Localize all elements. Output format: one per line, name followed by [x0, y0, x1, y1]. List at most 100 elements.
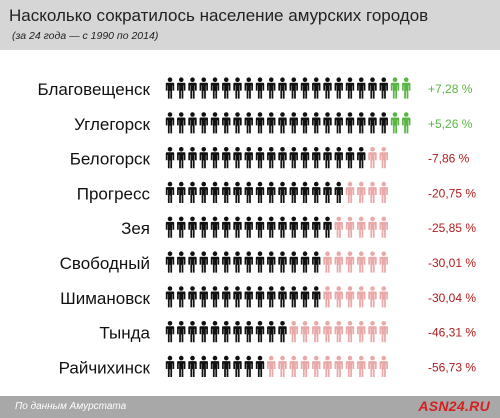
person-icon-base-icon [267, 181, 276, 203]
person-icon-base-icon [188, 112, 197, 134]
pictograph-chart: Благовещенск +7,28 % Углегорск +5,26 % Белог… [38, 77, 476, 377]
person-icon-base-icon [312, 112, 321, 134]
person-icon-loss-icon [345, 286, 355, 308]
person-icon-base-icon [357, 147, 366, 169]
person-icon-loss-icon [357, 321, 366, 343]
person-icon-base-icon [233, 355, 242, 377]
chart-row: Благовещенск +7,28 % [38, 77, 473, 99]
person-icon-base-icon [210, 112, 220, 134]
person-icon-loss-icon [379, 355, 388, 377]
person-icon-base-icon [312, 181, 321, 203]
chart-subtitle: (за 24 года — с 1990 по 2014) [12, 30, 159, 42]
person-icon-base-icon [289, 77, 298, 99]
person-icon-base-icon [255, 216, 265, 238]
chart-row: Зея -25,85 % [121, 216, 476, 238]
person-icon-loss-icon [334, 286, 343, 308]
value-label: -30,04 % [428, 291, 476, 305]
chart-row: Белогорск -7,86 % [70, 147, 470, 169]
person-icon-base-icon [244, 181, 253, 203]
person-icon-base-icon [368, 112, 377, 134]
person-icon-loss-icon [357, 355, 366, 377]
person-icon-loss-icon [334, 251, 343, 273]
person-icon-base-icon [300, 286, 310, 308]
person-icon-base-icon [199, 355, 208, 377]
person-icon-base-icon [289, 112, 298, 134]
person-icon-base-icon [289, 147, 298, 169]
person-icon-base-icon [188, 181, 197, 203]
value-label: -25,85 % [428, 221, 476, 235]
person-icon-base-icon [278, 216, 287, 238]
person-icon-base-icon [244, 321, 253, 343]
category-label: Райчихинск [59, 358, 151, 377]
person-icon-loss-icon [300, 321, 310, 343]
person-icon-base-icon [210, 321, 220, 343]
person-icon-base-icon [300, 216, 310, 238]
person-icon-loss-icon [312, 355, 321, 377]
value-label: -20,75 % [428, 186, 476, 200]
person-icon-loss-icon [323, 251, 332, 273]
person-icon-loss-icon [379, 321, 388, 343]
person-icon-loss-icon [323, 355, 332, 377]
person-icon-growth-icon [402, 112, 411, 134]
person-icon-base-icon [244, 286, 253, 308]
person-icon-base-icon [255, 251, 265, 273]
person-icon-base-icon [312, 77, 321, 99]
person-icon-loss-icon [368, 286, 377, 308]
header: Насколько сократилось население амурских… [0, 0, 500, 50]
chart-row: Шимановск -30,04 % [60, 286, 476, 308]
person-icon-base-icon [188, 321, 197, 343]
person-icon-base-icon [222, 355, 231, 377]
person-icon-base-icon [210, 147, 220, 169]
person-icon-base-icon [233, 251, 242, 273]
category-label: Свободный [60, 254, 150, 273]
person-icon-base-icon [323, 147, 332, 169]
person-icon-base-icon [165, 112, 175, 134]
person-icon-base-icon [188, 355, 197, 377]
person-icon-loss-icon [345, 355, 355, 377]
person-icon-base-icon [357, 77, 366, 99]
person-icon-base-icon [255, 112, 265, 134]
person-icon-base-icon [210, 181, 220, 203]
person-icon-base-icon [165, 216, 175, 238]
person-icon-base-icon [255, 77, 265, 99]
person-icon-loss-icon [289, 355, 298, 377]
person-icon-base-icon [210, 251, 220, 273]
person-icon-base-icon [255, 286, 265, 308]
person-icon-base-icon [255, 321, 265, 343]
person-icon-base-icon [334, 77, 343, 99]
person-icon-base-icon [334, 112, 343, 134]
category-label: Тында [99, 324, 150, 343]
person-icon-base-icon [233, 321, 242, 343]
category-label: Прогресс [77, 184, 151, 203]
person-icon-base-icon [199, 77, 208, 99]
person-icon-loss-icon [323, 286, 332, 308]
value-label: -46,31 % [428, 326, 476, 340]
person-icon-base-icon [334, 181, 343, 203]
person-icon-base-icon [368, 77, 377, 99]
person-icon-base-icon [300, 181, 310, 203]
person-icon-base-icon [210, 355, 220, 377]
person-icon-base-icon [300, 251, 310, 273]
person-icon-base-icon [300, 77, 310, 99]
person-icon-base-icon [278, 181, 287, 203]
person-icon-base-icon [255, 181, 265, 203]
person-icon-loss-icon [267, 355, 276, 377]
person-icon-base-icon [357, 112, 366, 134]
person-icon-loss-icon [345, 251, 355, 273]
person-icon-base-icon [199, 147, 208, 169]
value-label: -56,73 % [428, 360, 476, 374]
person-icon-base-icon [188, 216, 197, 238]
person-icon-base-icon [233, 286, 242, 308]
person-icon-base-icon [323, 112, 332, 134]
person-icon-base-icon [165, 147, 175, 169]
person-icon-base-icon [345, 112, 355, 134]
person-icon-base-icon [177, 147, 186, 169]
person-icon-base-icon [188, 77, 197, 99]
person-icon-loss-icon [357, 286, 366, 308]
person-icon-base-icon [244, 251, 253, 273]
person-icon-base-icon [199, 112, 208, 134]
chart-row: Углегорск +5,26 % [74, 112, 473, 134]
person-icon-loss-icon [368, 321, 377, 343]
person-icon-base-icon [222, 77, 231, 99]
person-icon-base-icon [255, 147, 265, 169]
